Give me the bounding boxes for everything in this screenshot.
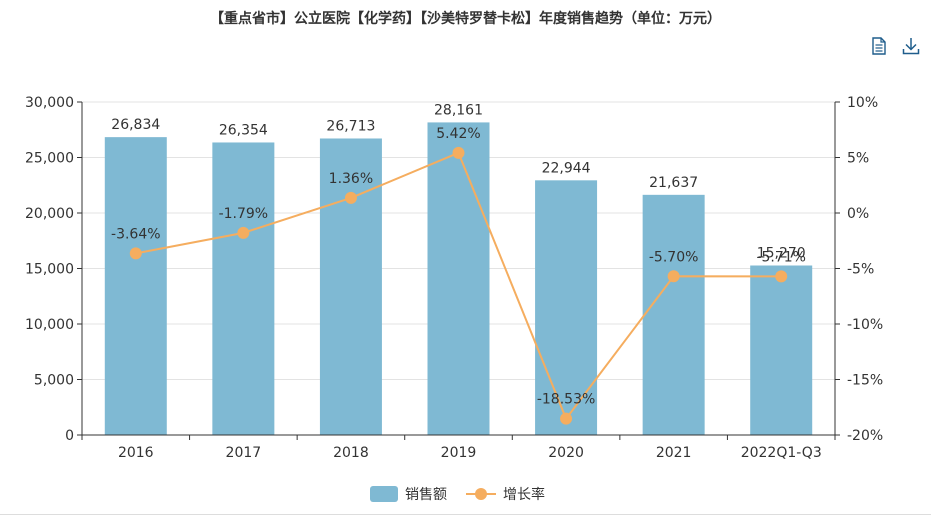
legend-swatch-sales xyxy=(370,486,398,502)
growth-point xyxy=(344,191,357,204)
chart-toolbar xyxy=(869,36,921,56)
y-right-tick-label: 10% xyxy=(847,95,878,111)
growth-value-label: -3.64% xyxy=(111,226,161,242)
growth-value-label: 1.36% xyxy=(329,171,373,187)
legend-swatch-growth-point xyxy=(475,488,487,500)
x-tick-label: 2019 xyxy=(441,445,477,461)
y-left-tick-label: 0 xyxy=(65,428,74,444)
document-icon xyxy=(872,37,886,55)
growth-point xyxy=(667,270,680,283)
bar-value-label: 22,944 xyxy=(542,160,591,176)
y-right-tick-label: 5% xyxy=(847,151,869,167)
growth-line xyxy=(135,151,782,421)
bar-value-label: 26,354 xyxy=(219,122,268,138)
growth-point xyxy=(129,247,142,260)
legend-label-sales: 销售额 xyxy=(405,487,447,503)
x-tick-label: 2022Q1-Q3 xyxy=(741,445,822,461)
growth-value-label: -5.70% xyxy=(649,249,699,265)
growth-value-label: -5.71% xyxy=(756,249,806,265)
data-view-button[interactable] xyxy=(869,36,889,56)
bar xyxy=(212,142,275,436)
legend-label-growth: 增长率 xyxy=(503,486,545,503)
x-tick-label: 2020 xyxy=(548,445,584,461)
y-left-tick-label: 15,000 xyxy=(25,262,74,278)
growth-value-label: -18.53% xyxy=(537,392,595,408)
bar-value-label: 26,713 xyxy=(326,118,375,134)
bar-value-label: 28,161 xyxy=(434,102,483,118)
growth-value-label: -1.79% xyxy=(219,206,269,222)
y-right-tick-label: -10% xyxy=(847,317,883,333)
bar xyxy=(319,138,382,435)
bar-value-label: 26,834 xyxy=(111,117,160,133)
y-left-tick-label: 20,000 xyxy=(25,206,74,222)
y-right-tick-label: -5% xyxy=(847,262,874,278)
chart-title: 【重点省市】公立医院【化学药】【沙美特罗替卡松】年度销售趋势（单位：万元） xyxy=(210,11,721,27)
y-right-tick-label: 0% xyxy=(847,206,869,222)
download-icon xyxy=(902,38,920,55)
bar xyxy=(750,265,813,435)
y-right-tick-label: -20% xyxy=(847,428,883,444)
bar xyxy=(642,194,705,435)
growth-point xyxy=(775,270,788,283)
x-tick-label: 2021 xyxy=(656,445,692,461)
bar xyxy=(535,180,598,435)
y-left-tick-label: 5,000 xyxy=(34,373,74,389)
y-right-tick-label: -15% xyxy=(847,373,883,389)
bar xyxy=(104,137,167,436)
x-tick-label: 2017 xyxy=(226,445,262,461)
growth-value-label: 5.42% xyxy=(436,126,480,142)
bar xyxy=(427,122,490,435)
y-left-tick-label: 25,000 xyxy=(25,151,74,167)
growth-point xyxy=(237,226,250,239)
x-tick-label: 2018 xyxy=(333,445,369,461)
growth-point xyxy=(560,412,573,425)
growth-point xyxy=(452,146,465,159)
bar-value-label: 21,637 xyxy=(649,175,698,191)
y-left-tick-label: 10,000 xyxy=(25,317,74,333)
y-left-tick-label: 30,000 xyxy=(25,95,74,111)
x-tick-label: 2016 xyxy=(118,445,154,461)
bar-value-label: 15,270 xyxy=(757,246,806,262)
download-button[interactable] xyxy=(901,36,921,56)
